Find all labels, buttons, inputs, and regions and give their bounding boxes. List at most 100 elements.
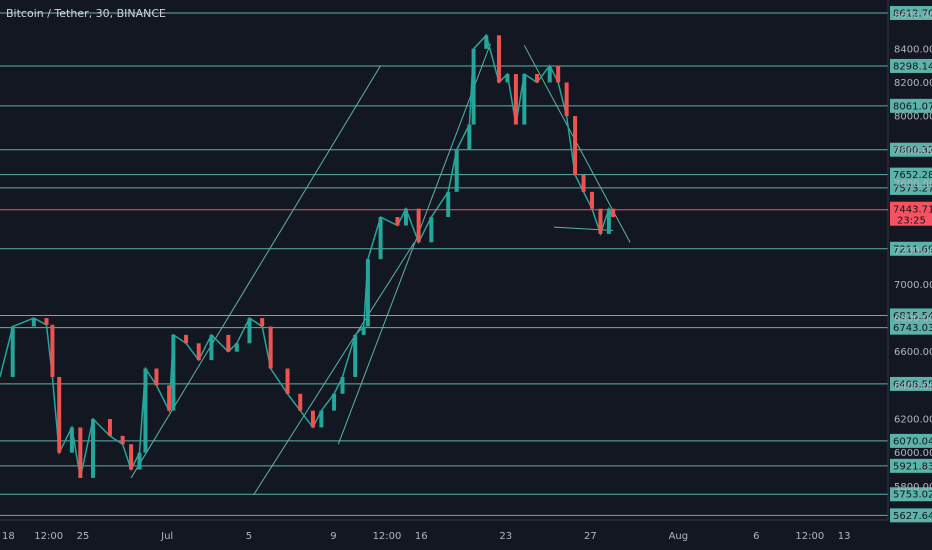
chart-title: Bitcoin / Tether, 30, BINANCE [6,7,166,20]
candle [454,149,459,192]
level-label: 6408.55 [893,379,932,390]
candle [107,419,112,436]
level-label: 8298.14 [893,61,932,72]
candle [69,427,74,453]
trend-line [337,43,491,445]
level-label: 8612.70 [893,9,932,20]
candle [547,65,552,83]
level-label-box [890,458,932,473]
level-label: 7573.27 [893,183,932,194]
level-label-box [890,308,932,323]
candle [154,368,159,386]
level-label-box [890,98,932,113]
price-series [0,33,616,479]
candle [91,419,96,478]
trend-line [553,226,614,232]
candle [581,175,586,192]
candle [196,343,201,361]
candle [573,116,578,176]
candle [365,259,370,327]
time-axis[interactable]: 18 12:00 25 Jul 5 9 12:00 16 23 27 Aug 6 12:00 13 [0,519,888,542]
level-label: 5921.83 [893,461,932,472]
time-tick-label: Aug [669,531,689,542]
candle [606,208,611,234]
candle [590,191,594,209]
candle [129,444,134,470]
candle [361,326,366,335]
price-tick-label: 8000.00 [894,112,932,123]
price-tick-label: 6600.00 [894,347,932,358]
candle [353,334,358,377]
time-tick-label: Jul [160,531,173,542]
price-line [0,33,614,479]
level-label-box [890,180,932,195]
time-tick-label: 12:00 [795,531,824,542]
candle [167,385,172,411]
candle [137,452,142,470]
candle [247,318,252,344]
level-label: 5627.64 [893,511,932,522]
time-tick-label: 25 [77,531,90,542]
time-tick-label: 27 [584,531,597,542]
candle [556,65,561,83]
trend-line [253,242,415,496]
level-label-box [890,142,932,157]
candle [467,124,472,150]
price-tick-label: 7600.00 [894,179,932,190]
candle [496,35,501,83]
candle [332,393,337,411]
time-tick-label: 12:00 [373,531,402,542]
candle [598,208,603,234]
price-tick-label: 7800.00 [894,145,932,156]
current-price-label: 7443.71 [893,205,932,216]
candle [120,435,125,445]
price-tick-label: 7000.00 [894,280,932,291]
time-tick-label: 9 [330,531,336,542]
candle [44,318,49,325]
candle [416,208,421,243]
candle [340,376,345,394]
level-label: 7211.69 [893,244,932,255]
price-tick-label: 6400.00 [894,381,932,392]
level-label-box [890,58,932,73]
candle [50,324,55,377]
candle [522,74,527,125]
time-tick-label: 6 [753,531,759,542]
candle [268,326,273,369]
candle [429,217,434,243]
level-label: 6070.04 [893,436,932,447]
candle [57,376,62,453]
level-label: 7652.28 [893,170,932,181]
level-label-box [890,508,932,523]
time-tick-label: 23 [499,531,512,542]
candle [143,368,148,453]
candle [171,334,176,411]
candle [285,368,290,394]
price-tick-label: 6800.00 [894,314,932,325]
price-tick-label: 6000.00 [894,448,932,459]
candle [395,217,400,226]
price-tick-label: 6200.00 [894,415,932,426]
level-label: 7800.32 [893,145,932,156]
candle [234,343,239,352]
candle [78,427,83,478]
level-label-box [890,241,932,256]
candle [260,318,265,327]
candle [403,208,408,226]
time-tick-label: 13 [838,531,851,542]
countdown-label: 23:25 [897,216,926,227]
candle [209,334,214,361]
level-label: 6815.54 [893,311,932,322]
time-tick-label: 12:00 [34,531,63,542]
level-label-box [890,6,932,21]
candle [513,74,518,125]
candle [226,334,231,352]
candle [298,393,303,411]
horizontal-levels: 8612.70 8298.14 8061.07 7800.32 7652.28 7573.… [0,6,932,523]
level-label-box [890,487,932,502]
level-label: 5753.02 [893,490,932,501]
time-tick-label: 5 [246,531,252,542]
candle [564,82,569,117]
